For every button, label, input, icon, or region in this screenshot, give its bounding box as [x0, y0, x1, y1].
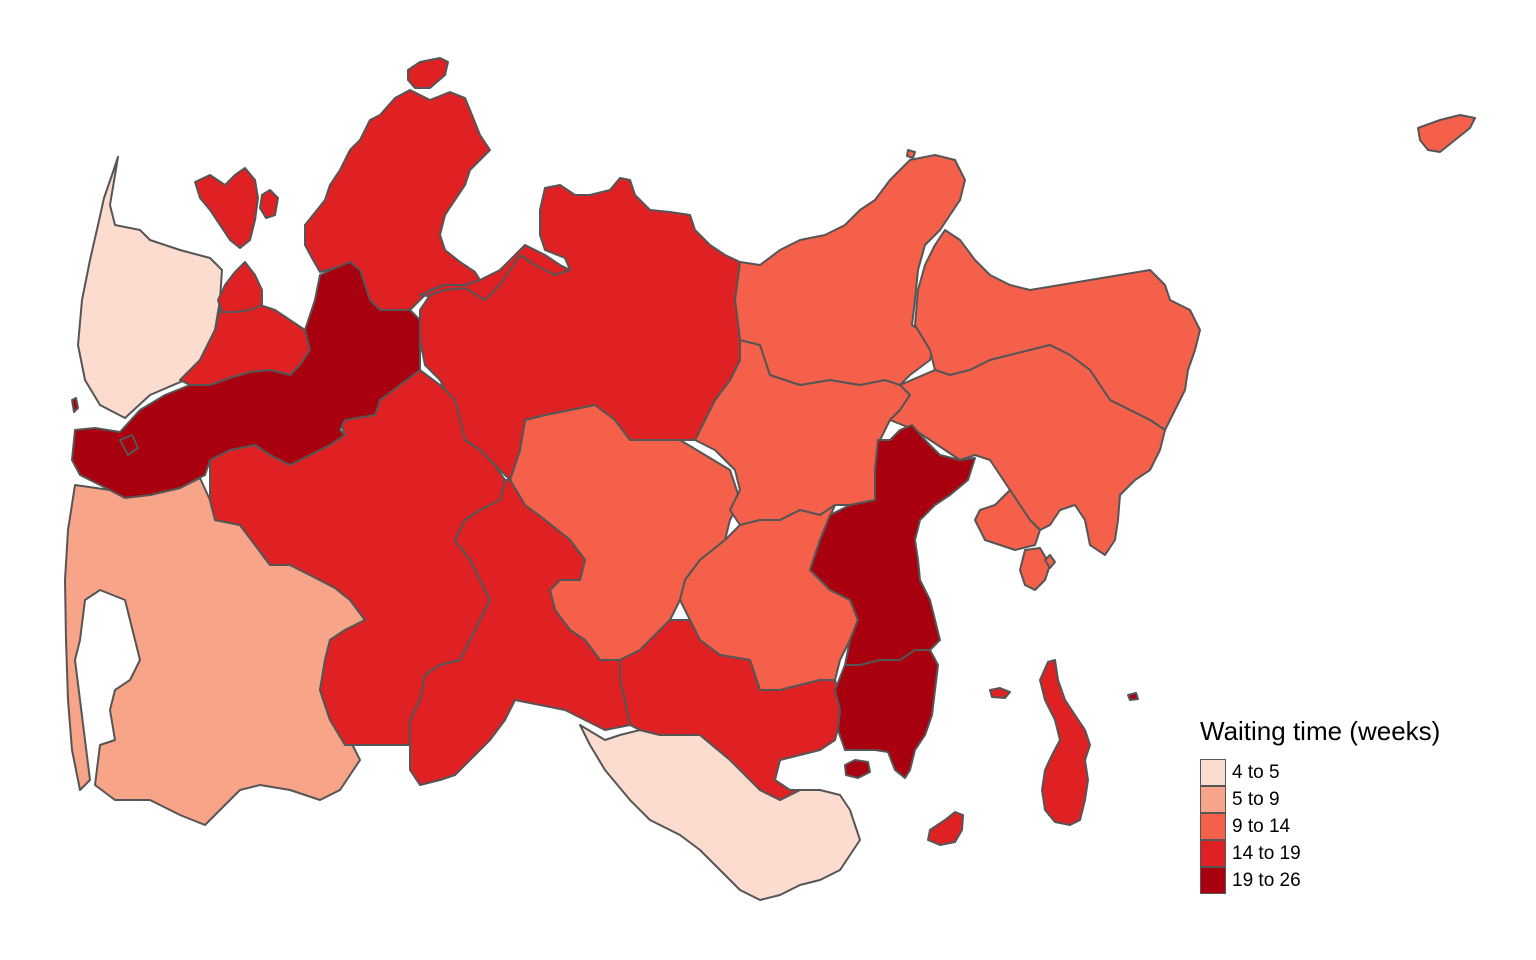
legend-item: 14 to 19	[1200, 840, 1440, 867]
region-east-coastal-islet[interactable]	[844, 759, 871, 779]
legend-item: 9 to 14	[1200, 813, 1440, 840]
region-east-tiny-islet[interactable]	[1127, 692, 1139, 701]
legend-swatch	[1200, 840, 1226, 867]
region-east-small-islet[interactable]	[989, 687, 1011, 699]
region-east-coastal-north[interactable]	[809, 424, 976, 666]
region-east-islet-small[interactable]	[906, 149, 916, 159]
legend-swatch	[1200, 759, 1226, 786]
region-north-island-top[interactable]	[407, 57, 449, 89]
map-regions	[64, 57, 1476, 901]
region-northeast-island[interactable]	[1417, 114, 1476, 153]
legend-label: 19 to 26	[1232, 869, 1301, 891]
region-south-islet[interactable]	[927, 811, 964, 846]
region-west-central-band[interactable]	[71, 261, 421, 499]
region-north-east-inland[interactable]	[419, 177, 741, 481]
region-central-south[interactable]	[409, 479, 631, 786]
region-northeast-peninsula[interactable]	[734, 154, 966, 386]
legend-item: 19 to 26	[1200, 867, 1440, 894]
region-northwest-island[interactable]	[194, 167, 259, 249]
region-east-long-island[interactable]	[1039, 659, 1091, 826]
region-northwest-islet[interactable]	[259, 189, 279, 219]
legend-label: 4 to 5	[1232, 761, 1280, 783]
legend-title: Waiting time (weeks)	[1200, 716, 1441, 746]
region-far-east-small[interactable]	[1044, 554, 1056, 569]
legend-label: 14 to 19	[1232, 842, 1301, 864]
region-east-islet[interactable]	[1019, 547, 1051, 591]
legend-label: 9 to 14	[1232, 815, 1291, 837]
legend-item: 4 to 5	[1200, 759, 1440, 786]
region-south-mid[interactable]	[619, 619, 841, 801]
legend-item: 5 to 9	[1200, 786, 1440, 813]
legend-swatch	[1200, 813, 1226, 840]
region-west-coast-tiny[interactable]	[71, 397, 79, 413]
legend-swatch	[1200, 786, 1226, 813]
legend-label: 5 to 9	[1232, 788, 1280, 810]
region-far-east-south[interactable]	[889, 344, 1166, 556]
region-north-strip[interactable]	[217, 261, 263, 313]
map-legend: Waiting time (weeks) 4 to 5 5 to 9 9 to …	[1200, 716, 1440, 894]
legend-swatch	[1200, 867, 1226, 894]
region-east-peninsula-tip[interactable]	[974, 489, 1041, 551]
region-east-coastal-south[interactable]	[834, 649, 939, 779]
